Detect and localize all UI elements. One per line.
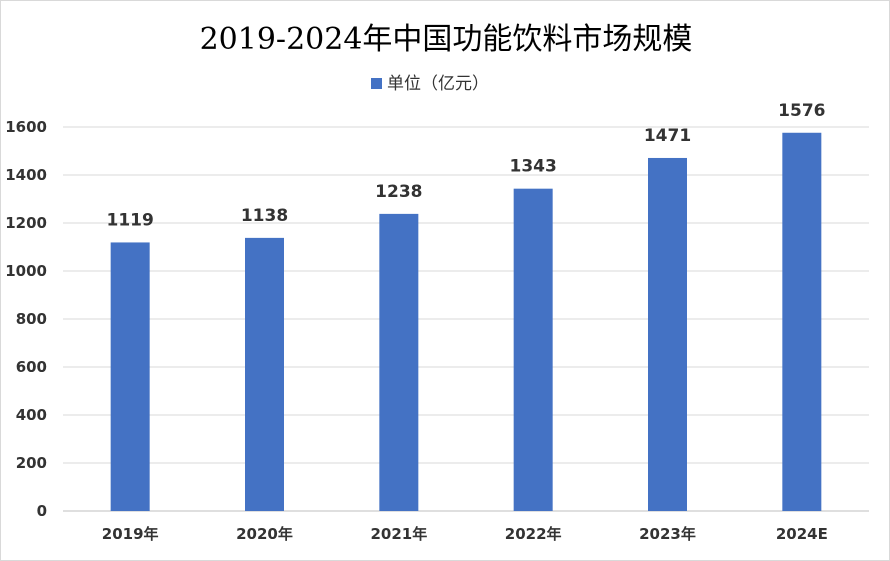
y-tick-label: 800: [16, 310, 47, 328]
x-tick-label: 2020年: [236, 525, 293, 543]
data-label: 1138: [241, 206, 288, 226]
y-tick-label: 1200: [5, 214, 47, 232]
x-tick-label: 2024E: [776, 525, 828, 543]
x-tick-label: 2021年: [370, 525, 427, 543]
bar: [245, 237, 284, 511]
bar: [648, 157, 687, 511]
data-label: 1119: [107, 210, 154, 230]
data-label: 1576: [778, 101, 825, 121]
data-labels: 1119 1138 1238 1343 1471 1576: [107, 101, 826, 231]
gridlines: [63, 126, 869, 512]
data-label: 1471: [644, 126, 691, 146]
chart-title: 2019-2024年中国功能饮料市场规模: [200, 22, 693, 57]
legend-swatch: [371, 78, 382, 89]
bar: [513, 188, 553, 511]
x-tick-label: 2022年: [505, 525, 562, 543]
bar: [782, 132, 822, 511]
y-tick-label: 400: [16, 406, 47, 424]
data-label: 1238: [375, 182, 422, 202]
legend-label: 单位（亿元）: [387, 74, 489, 94]
x-tick-label: 2019年: [102, 525, 159, 543]
y-tick-label: 600: [16, 358, 47, 376]
y-axis-ticks: 0 200 400 600 800 1000 1200 1400 1600: [5, 118, 47, 520]
y-tick-label: 0: [37, 502, 47, 520]
x-tick-label: 2023年: [639, 525, 696, 543]
bar: [379, 213, 419, 511]
bars: [110, 132, 822, 511]
y-tick-label: 1600: [5, 118, 47, 136]
legend: 单位（亿元）: [371, 74, 489, 94]
x-axis-categories: 2019年 2020年 2021年 2022年 2023年 2024E: [102, 525, 828, 543]
y-tick-label: 200: [16, 454, 47, 472]
data-label: 1343: [510, 157, 557, 177]
y-tick-label: 1400: [5, 166, 47, 184]
y-tick-label: 1000: [5, 262, 47, 280]
bar: [110, 242, 150, 511]
